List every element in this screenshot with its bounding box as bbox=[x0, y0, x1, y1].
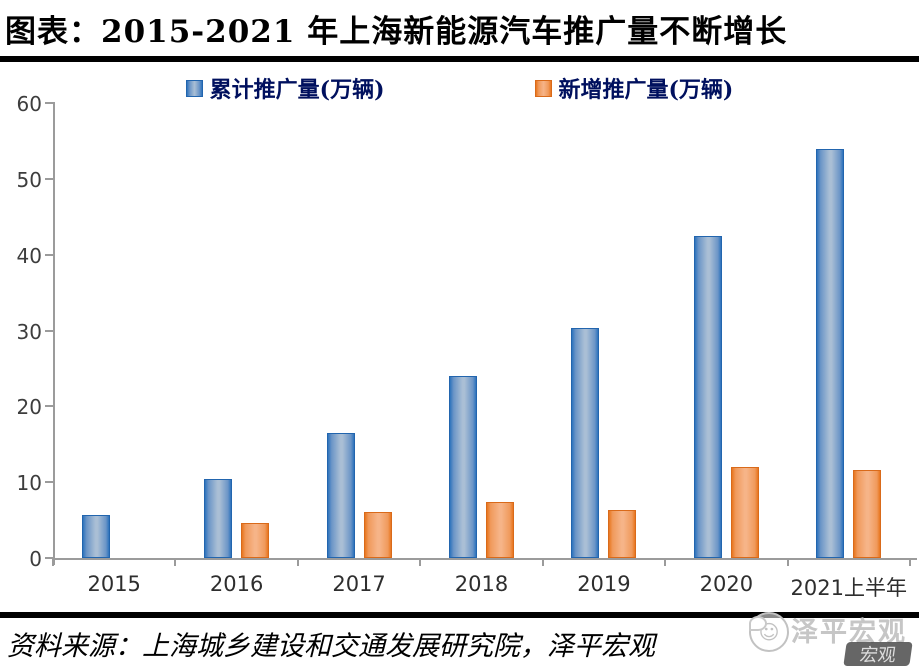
x-tick-mark bbox=[174, 558, 177, 566]
chart-legend: 累计推广量(万辆) 新增推广量(万辆) bbox=[0, 72, 919, 104]
x-category-label: 2020 bbox=[699, 572, 754, 596]
bar-new-2017 bbox=[363, 511, 392, 558]
bar-new-2019 bbox=[608, 510, 637, 558]
y-tick-mark bbox=[45, 557, 53, 559]
bar-cumulative-2020 bbox=[693, 236, 722, 558]
x-category-label: 2021上半年 bbox=[790, 576, 908, 600]
y-tick-label: 20 bbox=[16, 395, 42, 420]
y-tick-mark bbox=[45, 405, 53, 408]
x-tick-mark bbox=[909, 558, 911, 566]
x-category-label: 2015 bbox=[87, 572, 141, 596]
bar-new-2016 bbox=[241, 523, 270, 558]
bar-cumulative-2021上半年 bbox=[816, 148, 845, 558]
legend-item-new: 新增推广量(万辆) bbox=[534, 72, 734, 104]
bar-cumulative-2015 bbox=[81, 514, 110, 558]
x-tick-mark bbox=[52, 558, 54, 566]
y-tick-label: 60 bbox=[16, 92, 42, 116]
bar-cumulative-2016 bbox=[204, 479, 233, 558]
bar-new-2018 bbox=[486, 501, 514, 558]
x-tick-mark bbox=[541, 558, 544, 566]
footer-divider bbox=[0, 612, 919, 618]
y-tick-label: 0 bbox=[29, 547, 42, 571]
x-tick-mark bbox=[664, 558, 667, 566]
x-tick-mark bbox=[296, 558, 299, 566]
title-divider bbox=[0, 56, 919, 62]
data-source-note: 资料来源：上海城乡建设和交通发展研究院，泽平宏观 bbox=[7, 631, 655, 662]
y-axis-line bbox=[53, 102, 55, 565]
bar-new-2021上半年 bbox=[853, 470, 882, 558]
y-tick-label: 30 bbox=[16, 319, 42, 344]
bar-cumulative-2019 bbox=[571, 328, 600, 558]
x-category-label: 2018 bbox=[454, 572, 509, 596]
bar-cumulative-2018 bbox=[449, 376, 477, 558]
y-tick-mark bbox=[45, 329, 53, 332]
x-axis-line bbox=[53, 558, 917, 560]
x-category-label: 2019 bbox=[577, 572, 631, 596]
x-category-label: 2017 bbox=[332, 572, 386, 596]
y-tick-label: 50 bbox=[16, 167, 42, 192]
chart-title: 图表：2015-2021 年上海新能源汽车推广量不断增长 bbox=[5, 14, 788, 50]
legend-label-cumulative: 累计推广量(万辆) bbox=[209, 77, 385, 103]
y-tick-mark bbox=[45, 481, 53, 484]
y-tick-label: 40 bbox=[16, 243, 42, 268]
y-tick-mark bbox=[45, 177, 53, 180]
legend-item-cumulative: 累计推广量(万辆) bbox=[185, 72, 385, 104]
legend-swatch-orange-icon bbox=[534, 79, 552, 97]
bar-new-2020 bbox=[730, 467, 759, 558]
y-tick-label: 10 bbox=[16, 471, 42, 496]
y-tick-mark bbox=[45, 102, 53, 104]
legend-label-new: 新增推广量(万辆) bbox=[558, 77, 734, 103]
x-category-label: 2016 bbox=[209, 572, 264, 596]
bar-cumulative-2017 bbox=[326, 432, 355, 558]
x-tick-mark bbox=[419, 558, 422, 566]
legend-swatch-blue-icon bbox=[185, 79, 203, 97]
x-tick-mark bbox=[786, 558, 789, 566]
y-tick-mark bbox=[45, 253, 53, 256]
